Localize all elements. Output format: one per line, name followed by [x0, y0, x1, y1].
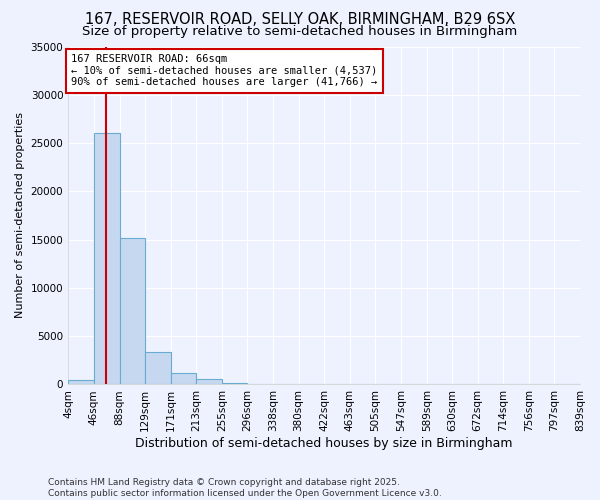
Bar — [68, 380, 94, 384]
Bar — [94, 134, 119, 384]
Bar — [145, 352, 170, 384]
Text: Size of property relative to semi-detached houses in Birmingham: Size of property relative to semi-detach… — [82, 25, 518, 38]
Bar — [170, 373, 196, 384]
Text: Contains HM Land Registry data © Crown copyright and database right 2025.
Contai: Contains HM Land Registry data © Crown c… — [48, 478, 442, 498]
Bar — [196, 378, 222, 384]
X-axis label: Distribution of semi-detached houses by size in Birmingham: Distribution of semi-detached houses by … — [136, 437, 513, 450]
Bar — [119, 238, 145, 384]
Y-axis label: Number of semi-detached properties: Number of semi-detached properties — [15, 112, 25, 318]
Text: 167, RESERVOIR ROAD, SELLY OAK, BIRMINGHAM, B29 6SX: 167, RESERVOIR ROAD, SELLY OAK, BIRMINGH… — [85, 12, 515, 28]
Bar — [222, 383, 247, 384]
Text: 167 RESERVOIR ROAD: 66sqm
← 10% of semi-detached houses are smaller (4,537)
90% : 167 RESERVOIR ROAD: 66sqm ← 10% of semi-… — [71, 54, 377, 88]
